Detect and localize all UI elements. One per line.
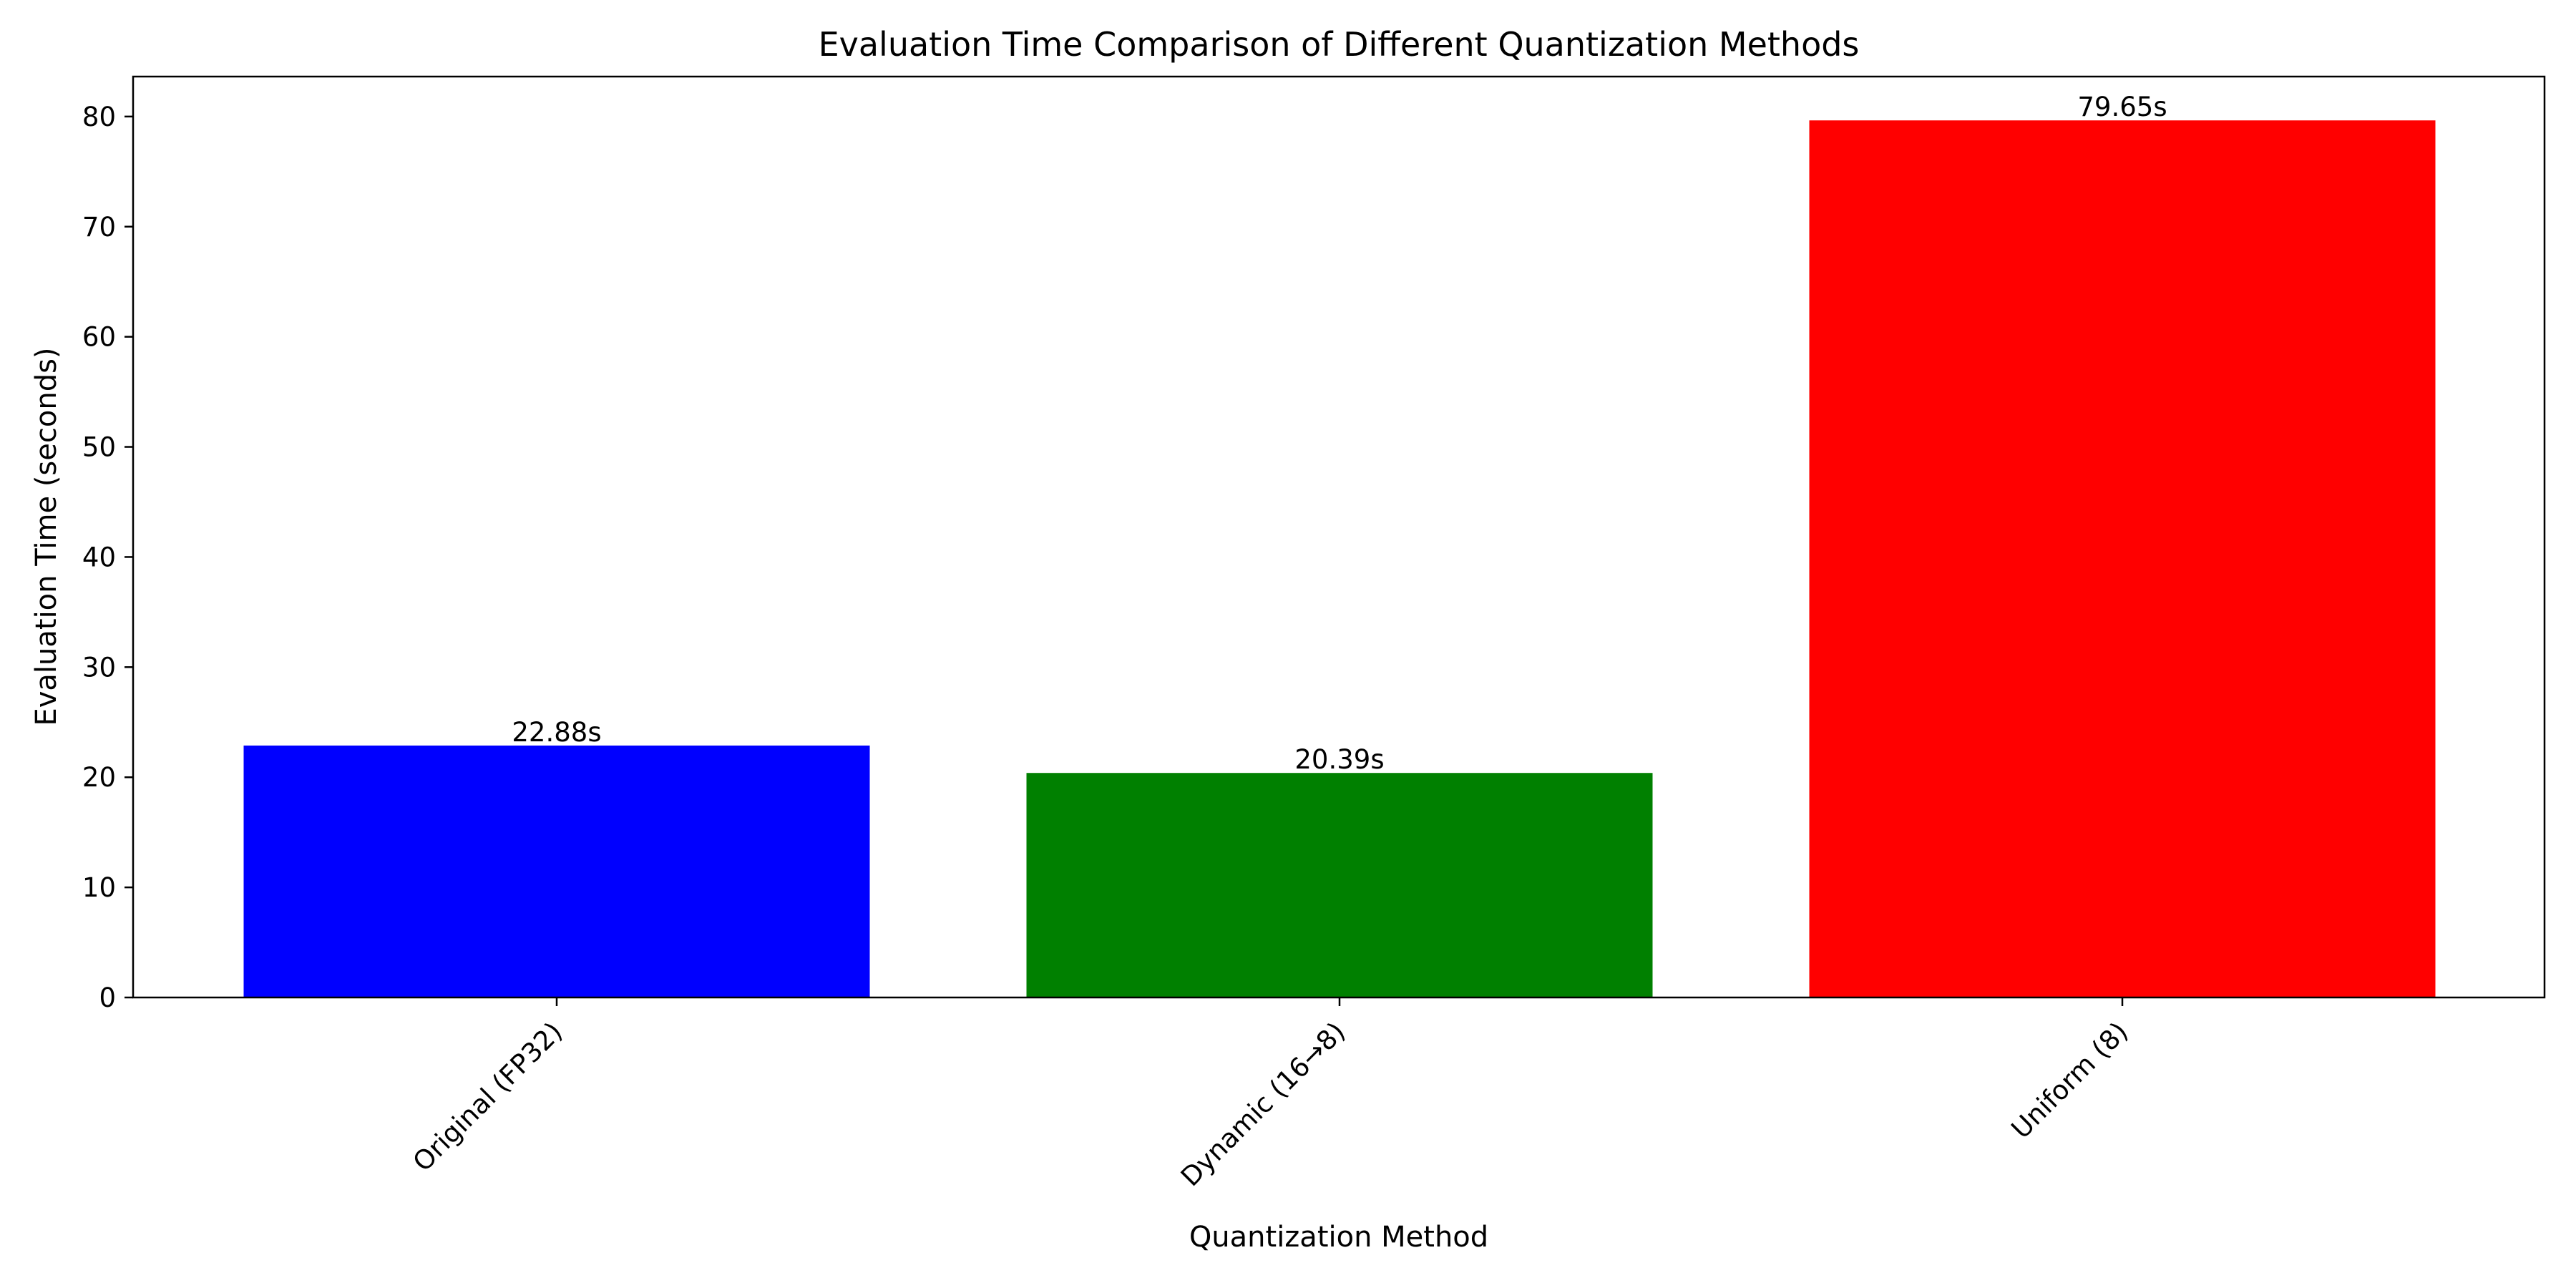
x-axis-title: Quantization Method bbox=[1189, 1221, 1488, 1254]
bar-data-label: 22.88s bbox=[512, 717, 601, 748]
y-tick-label: 10 bbox=[82, 872, 116, 903]
bar bbox=[243, 745, 870, 997]
y-tick-label: 80 bbox=[82, 102, 116, 132]
y-tick-label: 40 bbox=[82, 542, 116, 572]
chart-title: Evaluation Time Comparison of Different … bbox=[819, 25, 1860, 64]
y-tick-label: 30 bbox=[82, 652, 116, 683]
plot-frame bbox=[132, 75, 2546, 999]
y-axis-title: Evaluation Time (seconds) bbox=[30, 347, 63, 726]
y-tick-label: 70 bbox=[82, 212, 116, 243]
bars bbox=[243, 120, 2436, 998]
bar bbox=[1026, 773, 1653, 997]
y-tick-label: 50 bbox=[82, 432, 116, 463]
bar-data-label: 79.65s bbox=[2077, 92, 2167, 122]
y-axis-ticks: 0 10 20 30 40 50 60 70 80 bbox=[82, 102, 133, 1013]
bar-data-labels: 22.88s 20.39s 79.65s bbox=[512, 92, 2167, 775]
y-tick-label: 0 bbox=[99, 982, 116, 1013]
y-tick-label: 60 bbox=[82, 322, 116, 353]
bar bbox=[1809, 120, 2436, 998]
bar-data-label: 20.39s bbox=[1294, 744, 1384, 775]
y-tick-label: 20 bbox=[82, 762, 116, 793]
